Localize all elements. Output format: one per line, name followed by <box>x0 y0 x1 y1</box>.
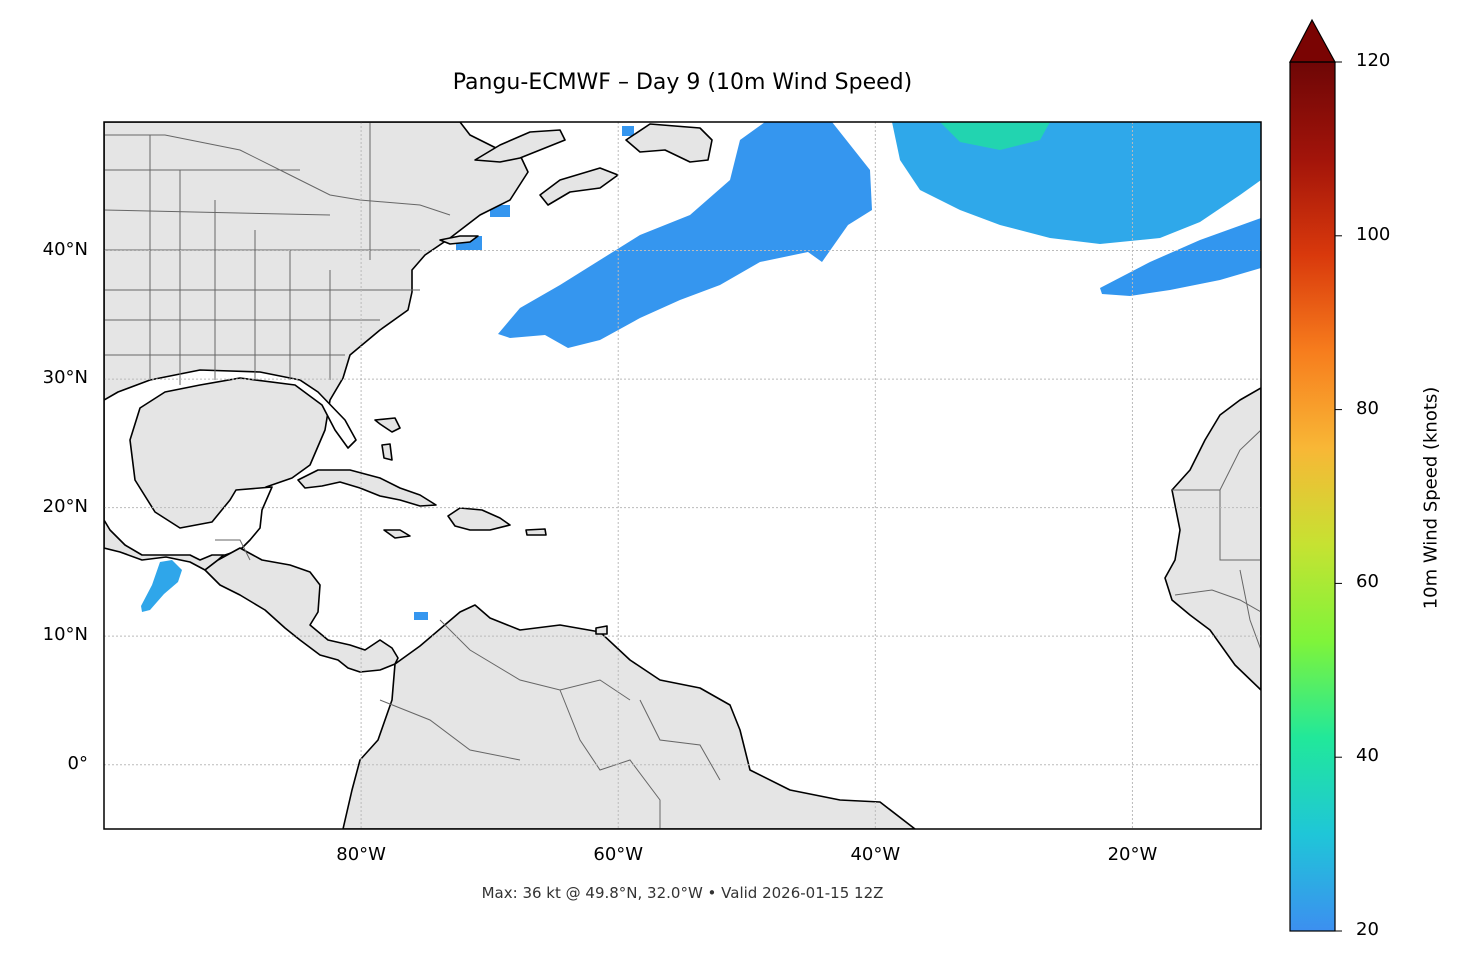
africa-land <box>1164 387 1261 691</box>
colorbar-tick-label: 60 <box>1356 571 1379 593</box>
colorbar-tick-label: 100 <box>1356 223 1391 245</box>
latitude-tick-label: 20°N <box>42 495 88 517</box>
bahamas-island <box>381 443 393 461</box>
border-layer <box>104 122 1261 829</box>
colorbar-tick-label: 80 <box>1356 397 1379 419</box>
colorbar <box>1289 18 1342 932</box>
wind-speck <box>414 612 428 620</box>
colorbar-tick-label: 20 <box>1356 919 1379 940</box>
us-canada-border <box>104 134 451 216</box>
latitude-tick-label: 30°N <box>42 367 88 389</box>
longitude-tick-label: 60°W <box>593 844 644 865</box>
latitude-tick-label: 10°N <box>42 624 88 646</box>
central-america-land <box>204 547 399 673</box>
long-island-land <box>439 235 479 245</box>
latitude-tick-label: 0° <box>67 752 88 774</box>
africa-border <box>1172 429 1261 491</box>
wind-area-iberia <box>1100 218 1261 296</box>
puerto-rico-island <box>525 528 547 536</box>
colorbar-ticks <box>1335 61 1342 932</box>
map-title: Pangu-ECMWF – Day 9 (10m Wind Speed) <box>452 70 913 95</box>
wind-area-nw-atlantic <box>498 122 872 348</box>
longitude-tick-label: 20°W <box>1107 844 1158 865</box>
north-america-land <box>104 122 529 571</box>
country-border <box>379 699 521 761</box>
south-america-land <box>342 604 916 829</box>
colorbar-extend-triangle <box>1289 18 1337 63</box>
map-footer: Max: 36 kt @ 49.8°N, 32.0°W • Valid 2026… <box>481 884 884 902</box>
wind-speck <box>622 126 634 136</box>
wind-shading-layer <box>141 122 1261 620</box>
labrador-coast <box>474 129 566 163</box>
longitude-tick-label: 40°W <box>850 844 901 865</box>
africa-border <box>1219 490 1261 561</box>
longitude-tick-label: 80°W <box>336 844 386 865</box>
colorbar-label: 10m Wind Speed (knots) <box>1420 386 1442 610</box>
colorbar-frame <box>1289 61 1336 932</box>
mexico-guatemala-border <box>215 539 251 561</box>
colorbar-gradient <box>1290 62 1335 931</box>
caribbean-island <box>595 625 608 635</box>
latitude-tick-label: 40°N <box>42 238 88 260</box>
land-layer <box>104 122 1261 829</box>
country-border <box>439 619 631 701</box>
hispaniola-island <box>447 507 511 531</box>
country-border <box>639 699 721 781</box>
wind-area-tehuantepec <box>141 560 182 612</box>
africa-border <box>1239 569 1261 651</box>
colorbar-tick-label: 120 <box>1356 50 1391 71</box>
bahamas-island <box>374 417 401 433</box>
africa-border <box>1174 589 1261 613</box>
jamaica-island <box>383 529 411 539</box>
map-layers <box>104 122 1261 829</box>
country-border <box>559 689 661 829</box>
newfoundland-land <box>625 123 713 163</box>
wind-area-ne-core <box>940 122 1050 150</box>
gulf-of-mexico-cutout <box>104 369 357 561</box>
wind-area-ne-atlantic <box>892 122 1261 244</box>
map-frame <box>103 121 1262 830</box>
cuba-island <box>297 469 437 507</box>
state-border <box>104 209 331 216</box>
colorbar-tick-label: 40 <box>1356 745 1379 767</box>
nova-scotia-land <box>539 167 619 206</box>
gridlines <box>104 122 1261 829</box>
